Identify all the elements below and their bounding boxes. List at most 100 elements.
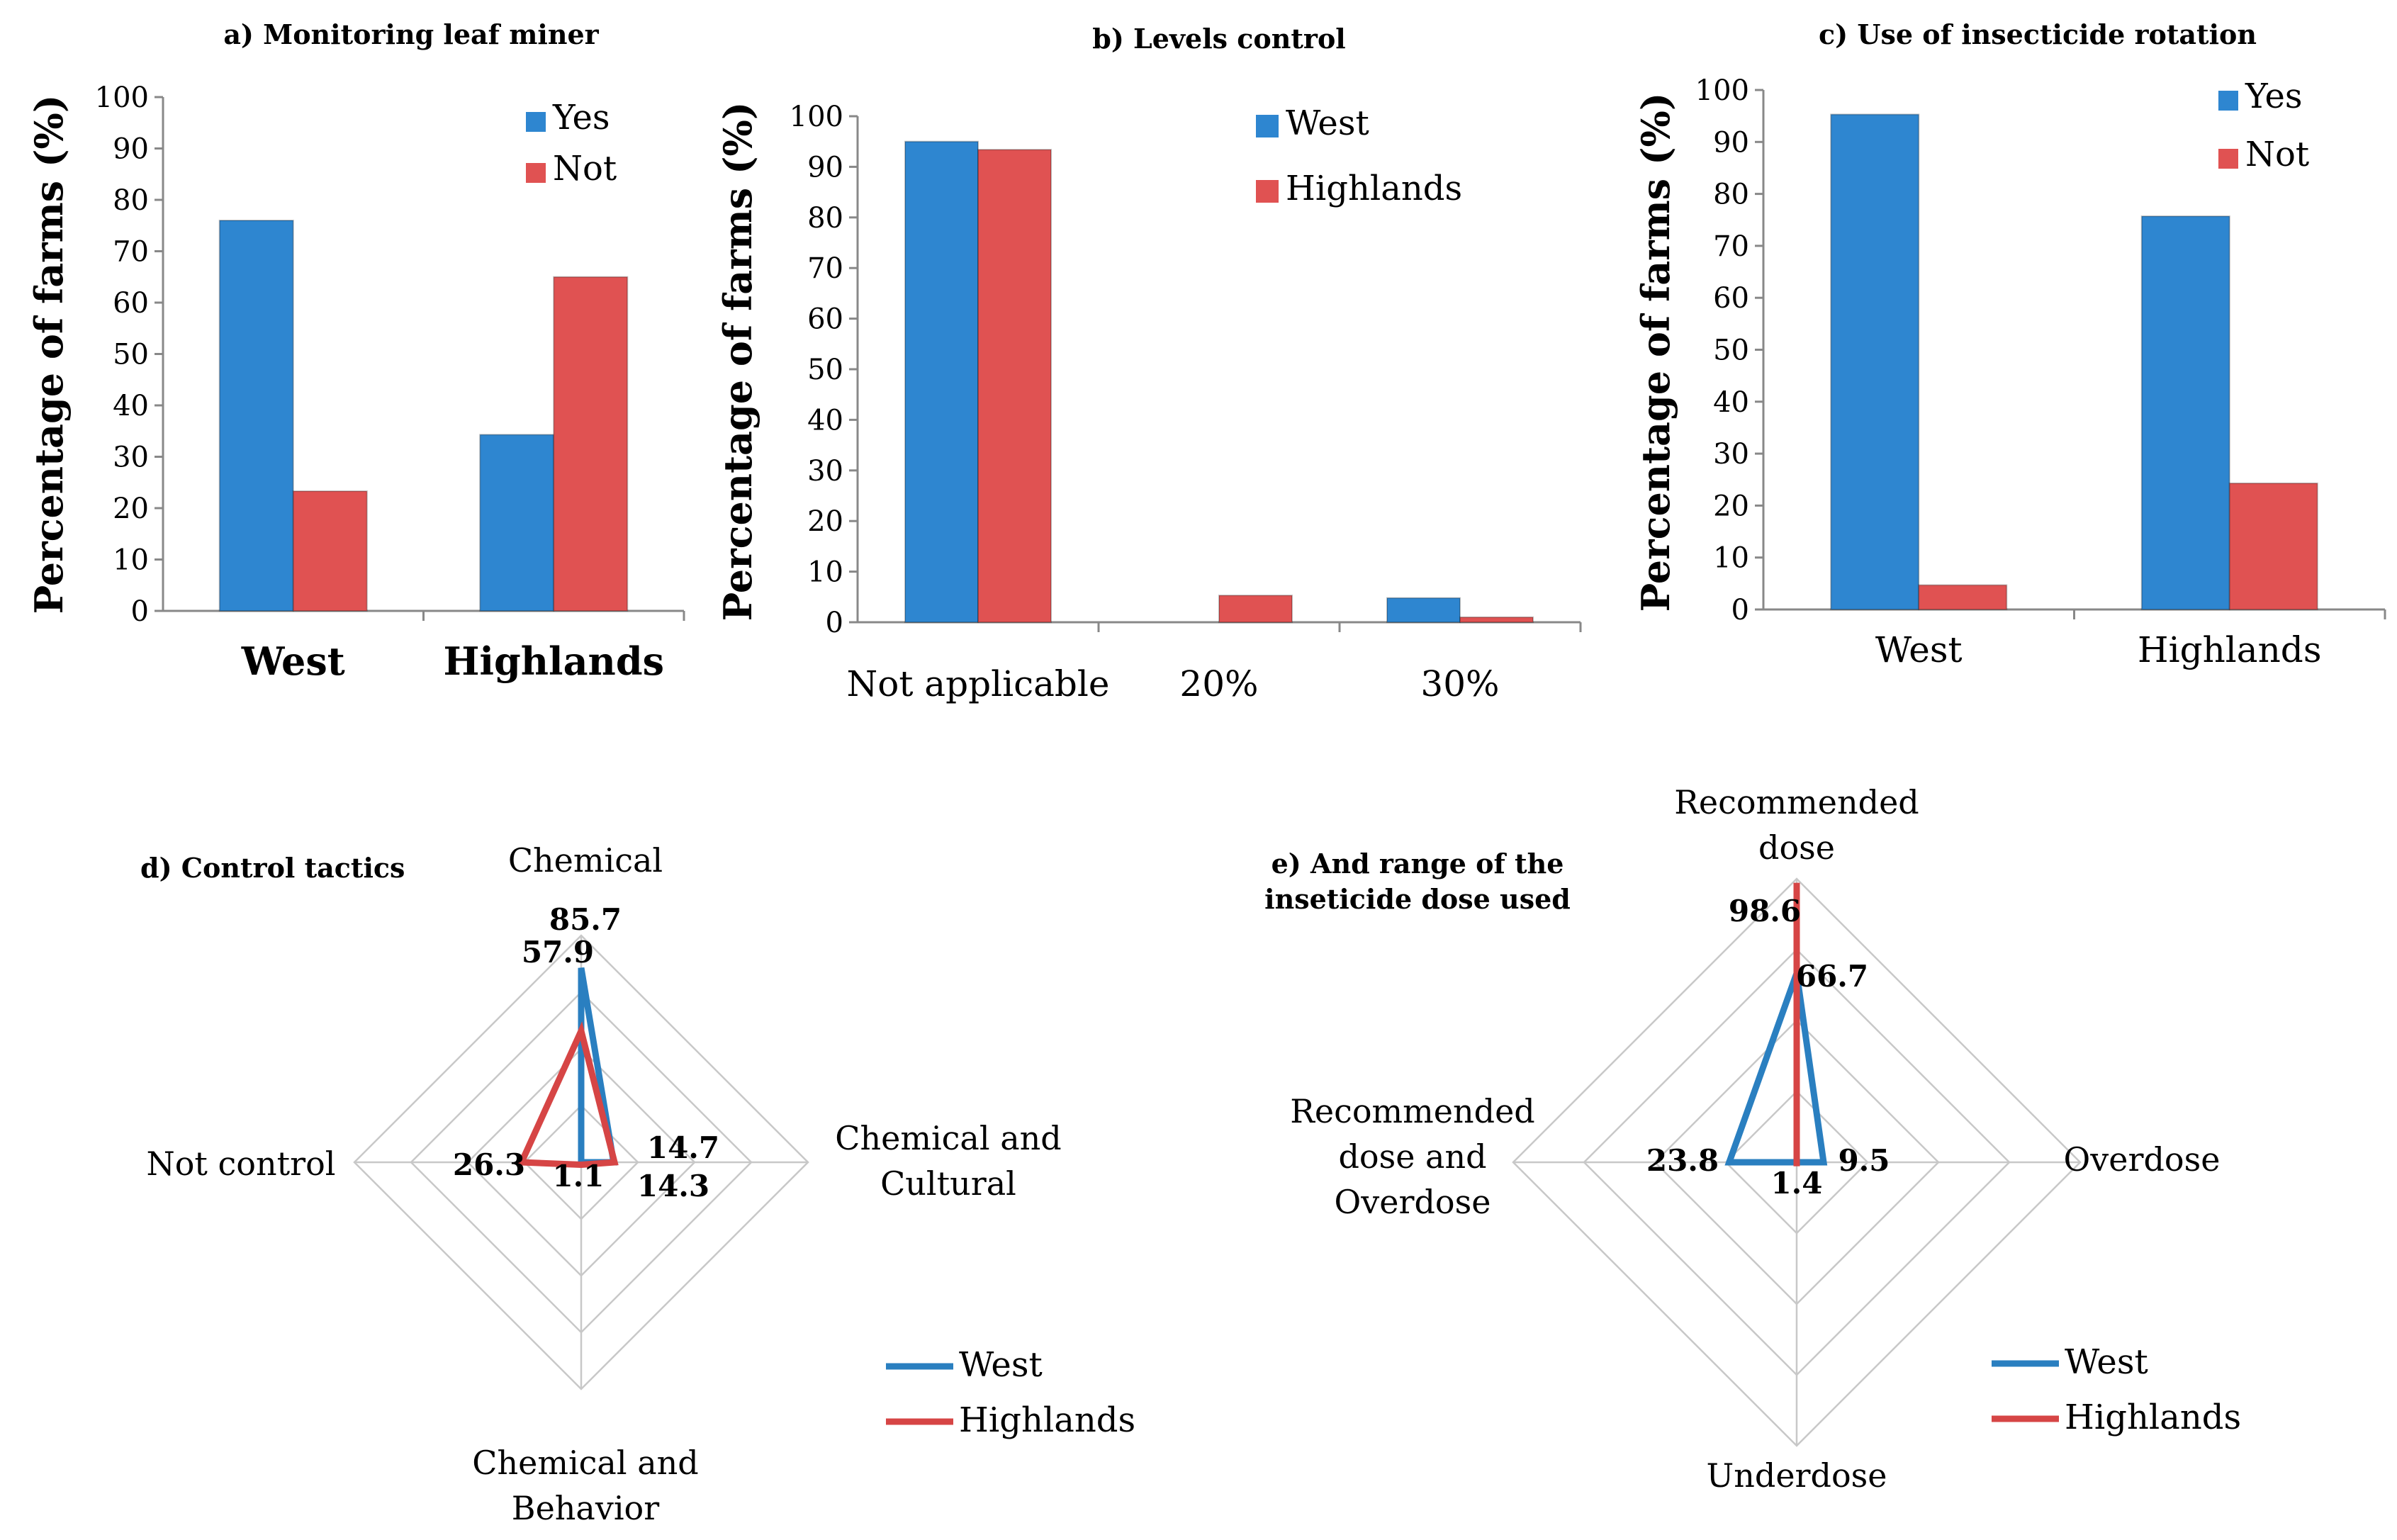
radar-axis-label: Underdose bbox=[1706, 1456, 1887, 1495]
y-tick-label: 20 bbox=[113, 493, 149, 525]
data-label: 26.3 bbox=[453, 1147, 525, 1182]
y-tick-label: 90 bbox=[113, 133, 149, 166]
y-tick-label: 40 bbox=[1713, 386, 1749, 419]
legend-swatch bbox=[1256, 115, 1279, 137]
y-tick-label: 70 bbox=[1713, 230, 1749, 263]
data-label: 85.7 bbox=[549, 902, 622, 937]
bar bbox=[2140, 215, 2230, 610]
chart-title: inseticide dose used bbox=[1264, 883, 1571, 915]
bar bbox=[1386, 597, 1461, 624]
legend-label: West bbox=[2065, 1342, 2148, 1382]
y-tick-label: 100 bbox=[790, 101, 843, 133]
data-label: 23.8 bbox=[1646, 1143, 1719, 1178]
bar bbox=[1830, 113, 1920, 611]
radar-axis-label: Recommended bbox=[1290, 1092, 1535, 1130]
x-category-label: West bbox=[1875, 629, 1963, 670]
y-tick-label: 90 bbox=[1713, 126, 1749, 159]
y-tick-label: 20 bbox=[807, 505, 843, 538]
bar bbox=[553, 276, 629, 612]
chart-e: e) And range of the inseticide dose used R… bbox=[1264, 783, 2241, 1495]
radar-axis-label: Cultural bbox=[880, 1164, 1016, 1203]
data-label: 14.7 bbox=[647, 1130, 719, 1165]
x-category-label: Not applicable bbox=[846, 663, 1109, 704]
legend-swatch bbox=[526, 112, 546, 132]
data-label: 1.1 bbox=[552, 1159, 604, 1193]
y-tick-label: 0 bbox=[1731, 594, 1749, 626]
x-category-label: 20% bbox=[1179, 663, 1258, 704]
y-tick-label: 80 bbox=[1713, 179, 1749, 211]
radar-axis-label: Recommended bbox=[1674, 783, 1919, 821]
radar-axis-label: dose and bbox=[1338, 1137, 1486, 1176]
radar-series-west bbox=[1724, 972, 1828, 1166]
x-category-label: 30% bbox=[1420, 663, 1499, 704]
y-axis-label: Percentage of farms (%) bbox=[26, 95, 72, 614]
y-tick-label: 60 bbox=[807, 303, 843, 336]
y-tick-label: 10 bbox=[1713, 542, 1749, 575]
y-tick-label: 40 bbox=[807, 404, 843, 437]
legend-label: West bbox=[1286, 103, 1369, 143]
y-axis-label: Percentage of farms (%) bbox=[715, 102, 760, 622]
radar-axis-label: Chemical and bbox=[472, 1444, 698, 1482]
chart-title: c) Use of insecticide rotation bbox=[1819, 18, 2257, 50]
data-label: 57.9 bbox=[522, 935, 594, 969]
y-tick-label: 60 bbox=[1713, 282, 1749, 315]
y-tick-label: 70 bbox=[807, 252, 843, 285]
bar bbox=[904, 140, 979, 623]
legend-label: Highlands bbox=[1286, 169, 1462, 208]
y-tick-label: 100 bbox=[95, 82, 149, 114]
y-tick-label: 50 bbox=[1713, 335, 1749, 367]
bar bbox=[1459, 616, 1534, 623]
y-tick-label: 40 bbox=[113, 390, 149, 422]
legend-label: West bbox=[959, 1345, 1043, 1385]
radar-axis-label: Chemical and bbox=[835, 1119, 1061, 1157]
y-tick-label: 30 bbox=[1713, 438, 1749, 471]
radar-series-highlands bbox=[516, 1021, 619, 1169]
data-label: 98.6 bbox=[1729, 894, 1801, 928]
y-tick-label: 70 bbox=[113, 236, 149, 269]
data-label: 1.4 bbox=[1770, 1166, 1822, 1201]
x-category-label: Highlands bbox=[444, 639, 664, 684]
legend-label: Not bbox=[553, 149, 617, 189]
chart-title: b) Levels control bbox=[1092, 23, 1345, 55]
legend-swatch bbox=[526, 163, 546, 183]
radar-axis-label: dose bbox=[1758, 828, 1835, 867]
legend-label: Highlands bbox=[2065, 1398, 2241, 1437]
radar-axis-label: Overdose bbox=[2064, 1140, 2221, 1179]
chart-b: b) Levels control Percentage of farms (%)… bbox=[715, 23, 1582, 704]
radar-axis-label: Not control bbox=[146, 1145, 335, 1183]
y-tick-label: 0 bbox=[826, 607, 843, 639]
bar bbox=[1918, 584, 2008, 611]
radar-axis-label: Overdose bbox=[1335, 1183, 1491, 1221]
bar bbox=[292, 490, 368, 612]
bar bbox=[1218, 595, 1293, 624]
y-tick-label: 80 bbox=[113, 184, 149, 217]
y-tick-label: 90 bbox=[807, 151, 843, 184]
y-tick-label: 60 bbox=[113, 287, 149, 320]
y-tick-label: 10 bbox=[113, 544, 149, 577]
legend-swatch bbox=[2218, 91, 2238, 111]
x-category-label: Highlands bbox=[2138, 629, 2321, 670]
y-tick-label: 0 bbox=[131, 595, 149, 628]
y-tick-label: 10 bbox=[807, 556, 843, 589]
radar-axis-label: Chemical bbox=[508, 841, 663, 879]
chart-title: e) And range of the bbox=[1272, 848, 1564, 879]
bar bbox=[977, 149, 1052, 623]
legend-swatch bbox=[2218, 149, 2238, 169]
legend-label: Yes bbox=[552, 98, 610, 137]
chart-title: d) Control tactics bbox=[140, 852, 405, 884]
radar-axis-label: Behavior bbox=[512, 1489, 659, 1527]
data-label: 14.3 bbox=[637, 1169, 709, 1203]
legend-label: Highlands bbox=[959, 1400, 1135, 1440]
x-category-label: West bbox=[241, 639, 345, 684]
legend-label: Not bbox=[2245, 135, 2309, 174]
y-tick-label: 30 bbox=[807, 455, 843, 488]
y-tick-label: 20 bbox=[1713, 490, 1749, 522]
chart-c: c) Use of insecticide rotation Percentage… bbox=[1633, 18, 2386, 670]
y-tick-label: 80 bbox=[807, 202, 843, 235]
legend-swatch bbox=[1256, 180, 1279, 203]
bar bbox=[218, 220, 294, 612]
bar bbox=[479, 434, 555, 612]
chart-d: d) Control tactics Chemical Chemical and Cu… bbox=[140, 841, 1135, 1527]
y-tick-label: 30 bbox=[113, 442, 149, 474]
